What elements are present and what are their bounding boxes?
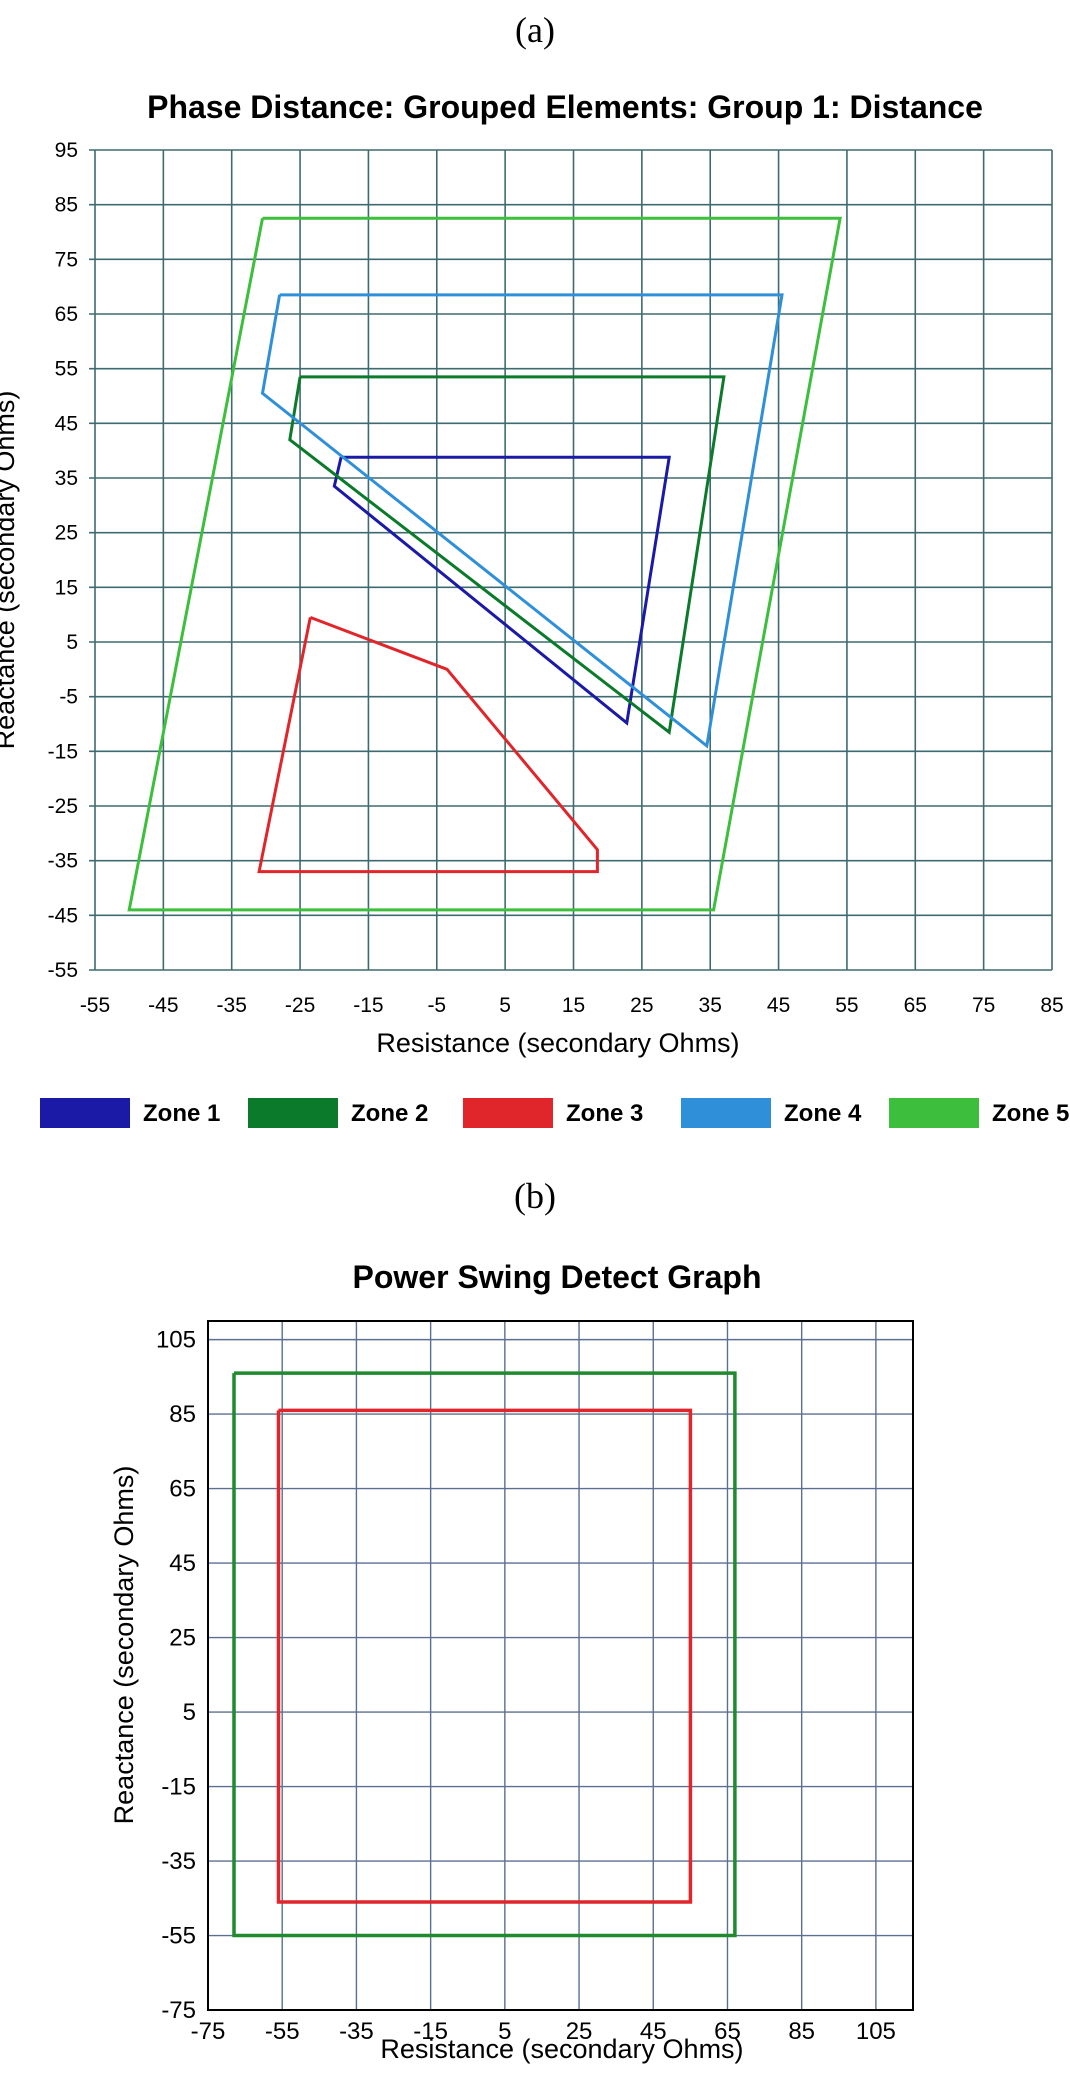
chart-a-legend-label: Zone 3 <box>566 1100 643 1127</box>
chart-a-xtick-label: 45 <box>767 994 790 1017</box>
chart-b-ytick-label: 25 <box>169 1625 196 1652</box>
chart-a-xtick-label: -5 <box>427 994 446 1017</box>
chart-b-title: Power Swing Detect Graph <box>353 1259 762 1295</box>
chart-a-ytick-label: 5 <box>66 631 78 654</box>
chart-b-ticks: -75 -55 -35 -15 5 25 45 65 85 105 105 85 65 45 25 5 -15 -… <box>156 1327 896 2045</box>
chart-a-title: Phase Distance: Grouped Elements: Group … <box>147 89 983 125</box>
chart-b-ytick-label: -35 <box>161 1848 196 1875</box>
chart-a-xtick-label: 35 <box>699 994 722 1017</box>
chart-b-ytick-label: 65 <box>169 1476 196 1503</box>
chart-a-series-zone-5 <box>127 216 842 912</box>
chart-a-series <box>127 216 842 912</box>
chart-a-legend-swatch <box>248 1098 338 1128</box>
chart-a-xlabel: Resistance (secondary Ohms) <box>376 1028 739 1058</box>
chart-a-ytick-label: 55 <box>55 358 78 381</box>
chart-b-xtick-label: 105 <box>856 2018 896 2045</box>
chart-a-ticks: -55 -45 -35 -25 -15 -5 5 15 25 35 45 55 65 75 85958575… <box>48 139 1064 1017</box>
chart-b-series-rect-2 <box>276 1408 693 1904</box>
chart-a-ytick-label: 15 <box>55 576 78 599</box>
chart-a-ylabel: Reactance (secondary Ohms) <box>0 391 20 750</box>
chart-a-legend-label: Zone 4 <box>784 1100 862 1127</box>
chart-b-ytick-label: 5 <box>183 1699 196 1726</box>
chart-a-xtick-label: 85 <box>1040 994 1063 1017</box>
chart-b-xtick-label: 5 <box>498 2018 511 2045</box>
chart-b-ytick-label: -15 <box>161 1774 196 1801</box>
chart-b-series <box>232 1371 737 1938</box>
chart-b-xtick-label: 45 <box>640 2018 667 2045</box>
chart-a-legend-label: Zone 2 <box>351 1100 428 1127</box>
chart-a-series-zone-3 <box>257 615 599 874</box>
chart-a-legend-swatch <box>40 1098 130 1128</box>
chart-a-xtick-label: -15 <box>353 994 383 1017</box>
chart-b-xtick-label: -55 <box>265 2018 300 2045</box>
chart-b-plot-area <box>207 1320 914 2011</box>
chart-b-plot-border <box>207 1320 914 2011</box>
chart-a-xtick-label: -25 <box>285 994 315 1017</box>
chart-a-ytick-label: -55 <box>48 959 78 982</box>
chart-b-xtick-label: -35 <box>339 2018 374 2045</box>
chart-a-xtick-label: 55 <box>835 994 858 1017</box>
chart-b-xtick-label: 25 <box>566 2018 593 2045</box>
chart-b-ytick-label: -55 <box>161 1923 196 1950</box>
chart-b-power-swing: Power Swing Detect Graph -75 -55 -35 -15 5 25… <box>109 1259 914 2064</box>
chart-a-legend-label: Zone 1 <box>143 1100 220 1127</box>
chart-a-ytick-label: 45 <box>55 412 78 435</box>
chart-a-xtick-label: 75 <box>972 994 995 1017</box>
chart-a-grid <box>89 149 1053 971</box>
chart-b-ytick-label: 85 <box>169 1401 196 1428</box>
chart-a-ytick-label: 75 <box>55 248 78 271</box>
chart-a-xtick-label: 15 <box>562 994 585 1017</box>
chart-a-xtick-label: 65 <box>904 994 927 1017</box>
chart-a-ytick-label: 65 <box>55 303 78 326</box>
chart-a-legend-swatch <box>681 1098 771 1128</box>
chart-b-ytick-label: 105 <box>156 1327 196 1354</box>
chart-a-ytick-label: -15 <box>48 740 78 763</box>
panel-a-label: (a) <box>515 10 555 50</box>
chart-a-ytick-label: 95 <box>55 139 78 162</box>
chart-a-ytick-label: 25 <box>55 522 78 545</box>
chart-b-series-rect-1 <box>232 1371 737 1938</box>
chart-a-xtick-label: 25 <box>630 994 653 1017</box>
chart-a-legend-label: Zone 5 <box>992 1100 1069 1127</box>
chart-b-grid <box>207 1320 914 2011</box>
panel-b-label: (b) <box>514 1176 556 1216</box>
chart-a-xtick-label: -55 <box>80 994 110 1017</box>
chart-a-ytick-label: 85 <box>55 194 78 217</box>
chart-b-ytick-label: -75 <box>161 1997 196 2024</box>
chart-a-legend-swatch <box>889 1098 979 1128</box>
chart-a-phase-distance: Phase Distance: Grouped Elements: Group … <box>0 89 1069 1128</box>
chart-a-ytick-label: -35 <box>48 850 78 873</box>
chart-b-ytick-label: 45 <box>169 1550 196 1577</box>
chart-a-ytick-label: 35 <box>55 467 78 490</box>
chart-a-ytick-label: -25 <box>48 795 78 818</box>
chart-a-xtick-label: -35 <box>217 994 247 1017</box>
chart-b-ylabel: Reactance (secondary Ohms) <box>109 1466 139 1825</box>
chart-b-xtick-label: 85 <box>788 2018 815 2045</box>
chart-a-xtick-label: 5 <box>499 994 511 1017</box>
chart-b-xtick-label: 65 <box>714 2018 741 2045</box>
chart-a-ytick-label: -5 <box>59 686 78 709</box>
chart-b-xlabel: Resistance (secondary Ohms) <box>380 2034 743 2064</box>
chart-a-series-zone-4 <box>260 293 784 749</box>
chart-a-ytick-label: -45 <box>48 904 78 927</box>
chart-b-xtick-label: -75 <box>191 2018 226 2045</box>
chart-a-legend-swatch <box>463 1098 553 1128</box>
chart-a-xtick-label: -45 <box>148 994 178 1017</box>
chart-b-xtick-label: -15 <box>413 2018 448 2045</box>
chart-a-legend: Zone 1 Zone 2 Zone 3 Zone 4 Zone 5 <box>40 1098 1069 1128</box>
